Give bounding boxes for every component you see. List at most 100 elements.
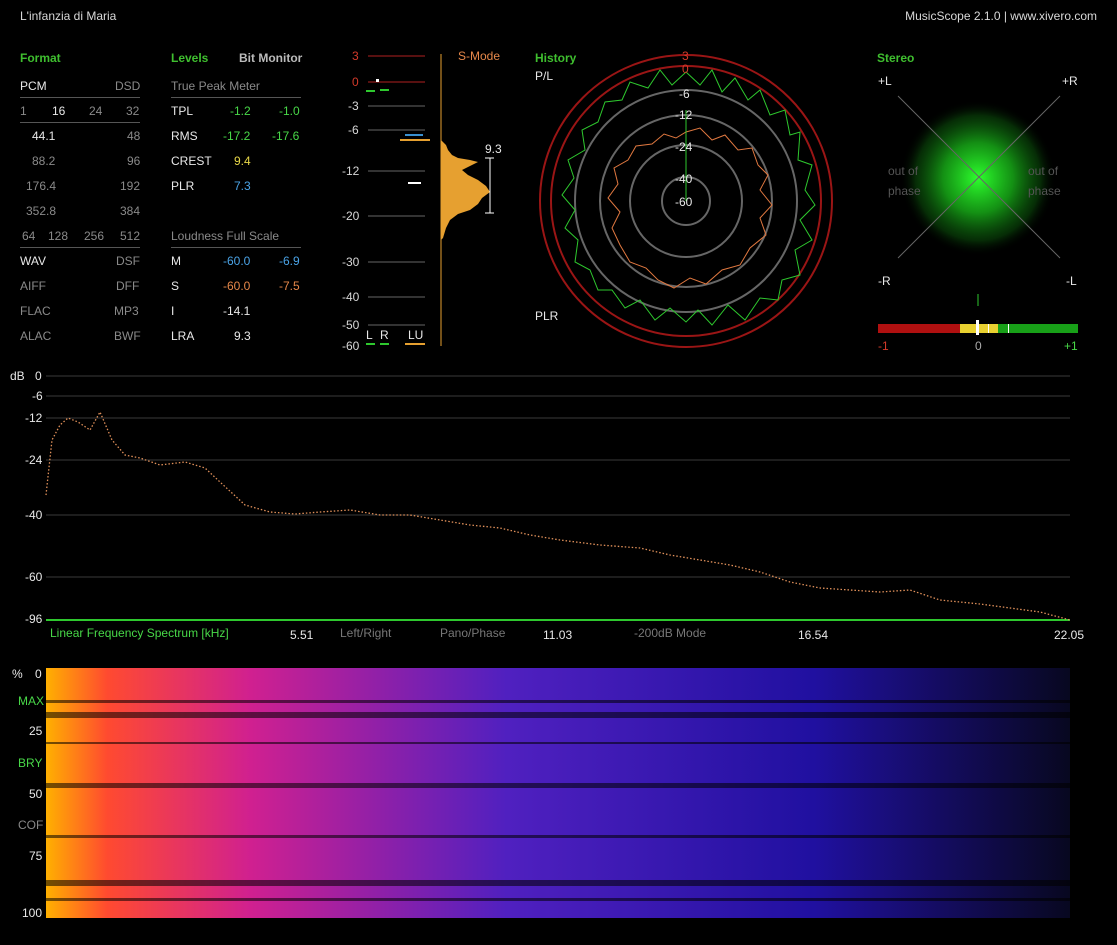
sg-tick-25: 25 <box>29 724 43 738</box>
meter-tick-0: 0 <box>352 75 359 89</box>
history-loudness-trace <box>607 127 773 289</box>
meter-tick-m3: -3 <box>348 99 359 113</box>
rate-352: 352.8 <box>26 204 57 218</box>
ring-0: 0 <box>682 62 689 76</box>
meter-label-l: L <box>366 328 373 342</box>
db-tick-m12: -12 <box>25 411 43 425</box>
db-tick-m60: -60 <box>25 570 43 584</box>
format-header: Format <box>20 51 61 65</box>
corr-bar-pos <box>998 324 1078 333</box>
dsd-256: 256 <box>84 229 105 243</box>
s-mode-button[interactable]: S-Mode <box>458 49 501 63</box>
format-dsd: DSD <box>115 79 141 93</box>
lra-value: 9.3 <box>234 329 251 343</box>
app-info[interactable]: MusicScope 2.1.0 | www.xivero.com <box>905 9 1097 23</box>
db-tick-m24: -24 <box>25 453 43 467</box>
tp-marker <box>376 79 379 82</box>
type-alac: ALAC <box>20 329 52 343</box>
khz-tick-1: 5.51 <box>290 628 314 642</box>
window-title: L'infanzia di Maria <box>20 9 117 23</box>
out-of-phase-left-2: phase <box>888 184 921 198</box>
spectrogram <box>46 668 1070 918</box>
khz-tick-3: 16.54 <box>798 628 829 642</box>
ring-3: 3 <box>682 49 689 63</box>
levels-header: Levels <box>171 51 209 65</box>
type-dff: DFF <box>116 279 140 293</box>
s-label: S <box>171 279 180 293</box>
plr-value: 7.3 <box>234 179 251 193</box>
type-aiff: AIFF <box>20 279 46 293</box>
left-right-toggle[interactable]: Left/Right <box>340 626 392 640</box>
rate-88: 88.2 <box>32 154 56 168</box>
spectrum-db-label: dB <box>10 369 25 383</box>
bit-32: 32 <box>126 104 140 118</box>
short-term-marker <box>405 134 423 136</box>
marker-cof[interactable]: COF <box>18 818 44 832</box>
corr-plus-one: +1 <box>1064 339 1078 353</box>
spectrum-mode-label[interactable]: Linear Frequency Spectrum [kHz] <box>50 626 229 640</box>
db200-mode-toggle[interactable]: -200dB Mode <box>634 626 707 640</box>
plr-label: PLR <box>171 179 195 193</box>
m-label: M <box>171 254 181 268</box>
db-tick-0: 0 <box>35 369 42 383</box>
spectrogram-bands <box>46 700 1070 901</box>
marker-max[interactable]: MAX <box>18 694 45 708</box>
rms-left: -17.2 <box>223 129 251 143</box>
rate-384: 384 <box>120 204 141 218</box>
tpl-right: -1.0 <box>279 104 300 118</box>
sg-tick-0: 0 <box>35 667 42 681</box>
corr-minus-one: -1 <box>878 339 889 353</box>
format-pcm: PCM <box>20 79 47 93</box>
db-tick-m40: -40 <box>25 508 43 522</box>
rate-96: 96 <box>127 154 141 168</box>
stereo-diag-2 <box>897 95 1061 259</box>
s-value: -60.0 <box>223 279 251 293</box>
bit-monitor-tab[interactable]: Bit Monitor <box>239 51 303 65</box>
m-value: -60.0 <box>223 254 251 268</box>
crest-label: CREST <box>171 154 212 168</box>
i-value: -14.1 <box>223 304 251 318</box>
sg-tick-75: 75 <box>29 849 43 863</box>
meter-scale-lines <box>368 55 425 326</box>
type-dsf: DSF <box>116 254 140 268</box>
crest-value: 9.4 <box>234 154 251 168</box>
stereo-plus-l: +L <box>878 74 892 88</box>
dsd-64: 64 <box>22 229 36 243</box>
meter-label-r: R <box>380 328 389 342</box>
momentary-marker <box>400 139 430 141</box>
ring-m24: -24 <box>675 140 693 154</box>
tpl-left: -1.2 <box>230 104 251 118</box>
ring-m12: -12 <box>675 108 693 122</box>
left-indicator <box>366 343 375 345</box>
peak-left-marker <box>366 90 375 92</box>
ring-m60: -60 <box>675 195 693 209</box>
peak-right-marker <box>380 89 389 91</box>
sg-tick-50: 50 <box>29 787 43 801</box>
meter-tick-m50: -50 <box>342 318 360 332</box>
db-tick-m6: -6 <box>32 389 43 403</box>
meter-tick-m60: -60 <box>342 339 360 353</box>
rate-48: 48 <box>127 129 141 143</box>
history-rings <box>539 54 833 348</box>
m-max: -6.9 <box>279 254 300 268</box>
spectrogram-pct-label: % <box>12 667 23 681</box>
khz-tick-4: 22.05 <box>1054 628 1085 642</box>
rms-right: -17.6 <box>272 129 300 143</box>
meter-tick-m12: -12 <box>342 164 360 178</box>
marker-bry[interactable]: BRY <box>18 756 43 770</box>
out-of-phase-right-2: phase <box>1028 184 1061 198</box>
true-peak-header: True Peak Meter <box>171 79 260 93</box>
rate-176: 176.4 <box>26 179 57 193</box>
bit-16: 16 <box>52 104 66 118</box>
s-max: -7.5 <box>279 279 300 293</box>
pano-phase-toggle[interactable]: Pano/Phase <box>440 626 506 640</box>
stereo-header: Stereo <box>877 51 915 65</box>
corr-indicator <box>976 320 979 335</box>
corr-zero: 0 <box>975 339 982 353</box>
lufs-header: Loudness Full Scale <box>171 229 280 243</box>
type-wav: WAV <box>20 254 46 268</box>
out-of-phase-right-1: out of <box>1028 164 1059 178</box>
rate-44: 44.1 <box>32 129 56 143</box>
ring-m6: -6 <box>679 87 690 101</box>
